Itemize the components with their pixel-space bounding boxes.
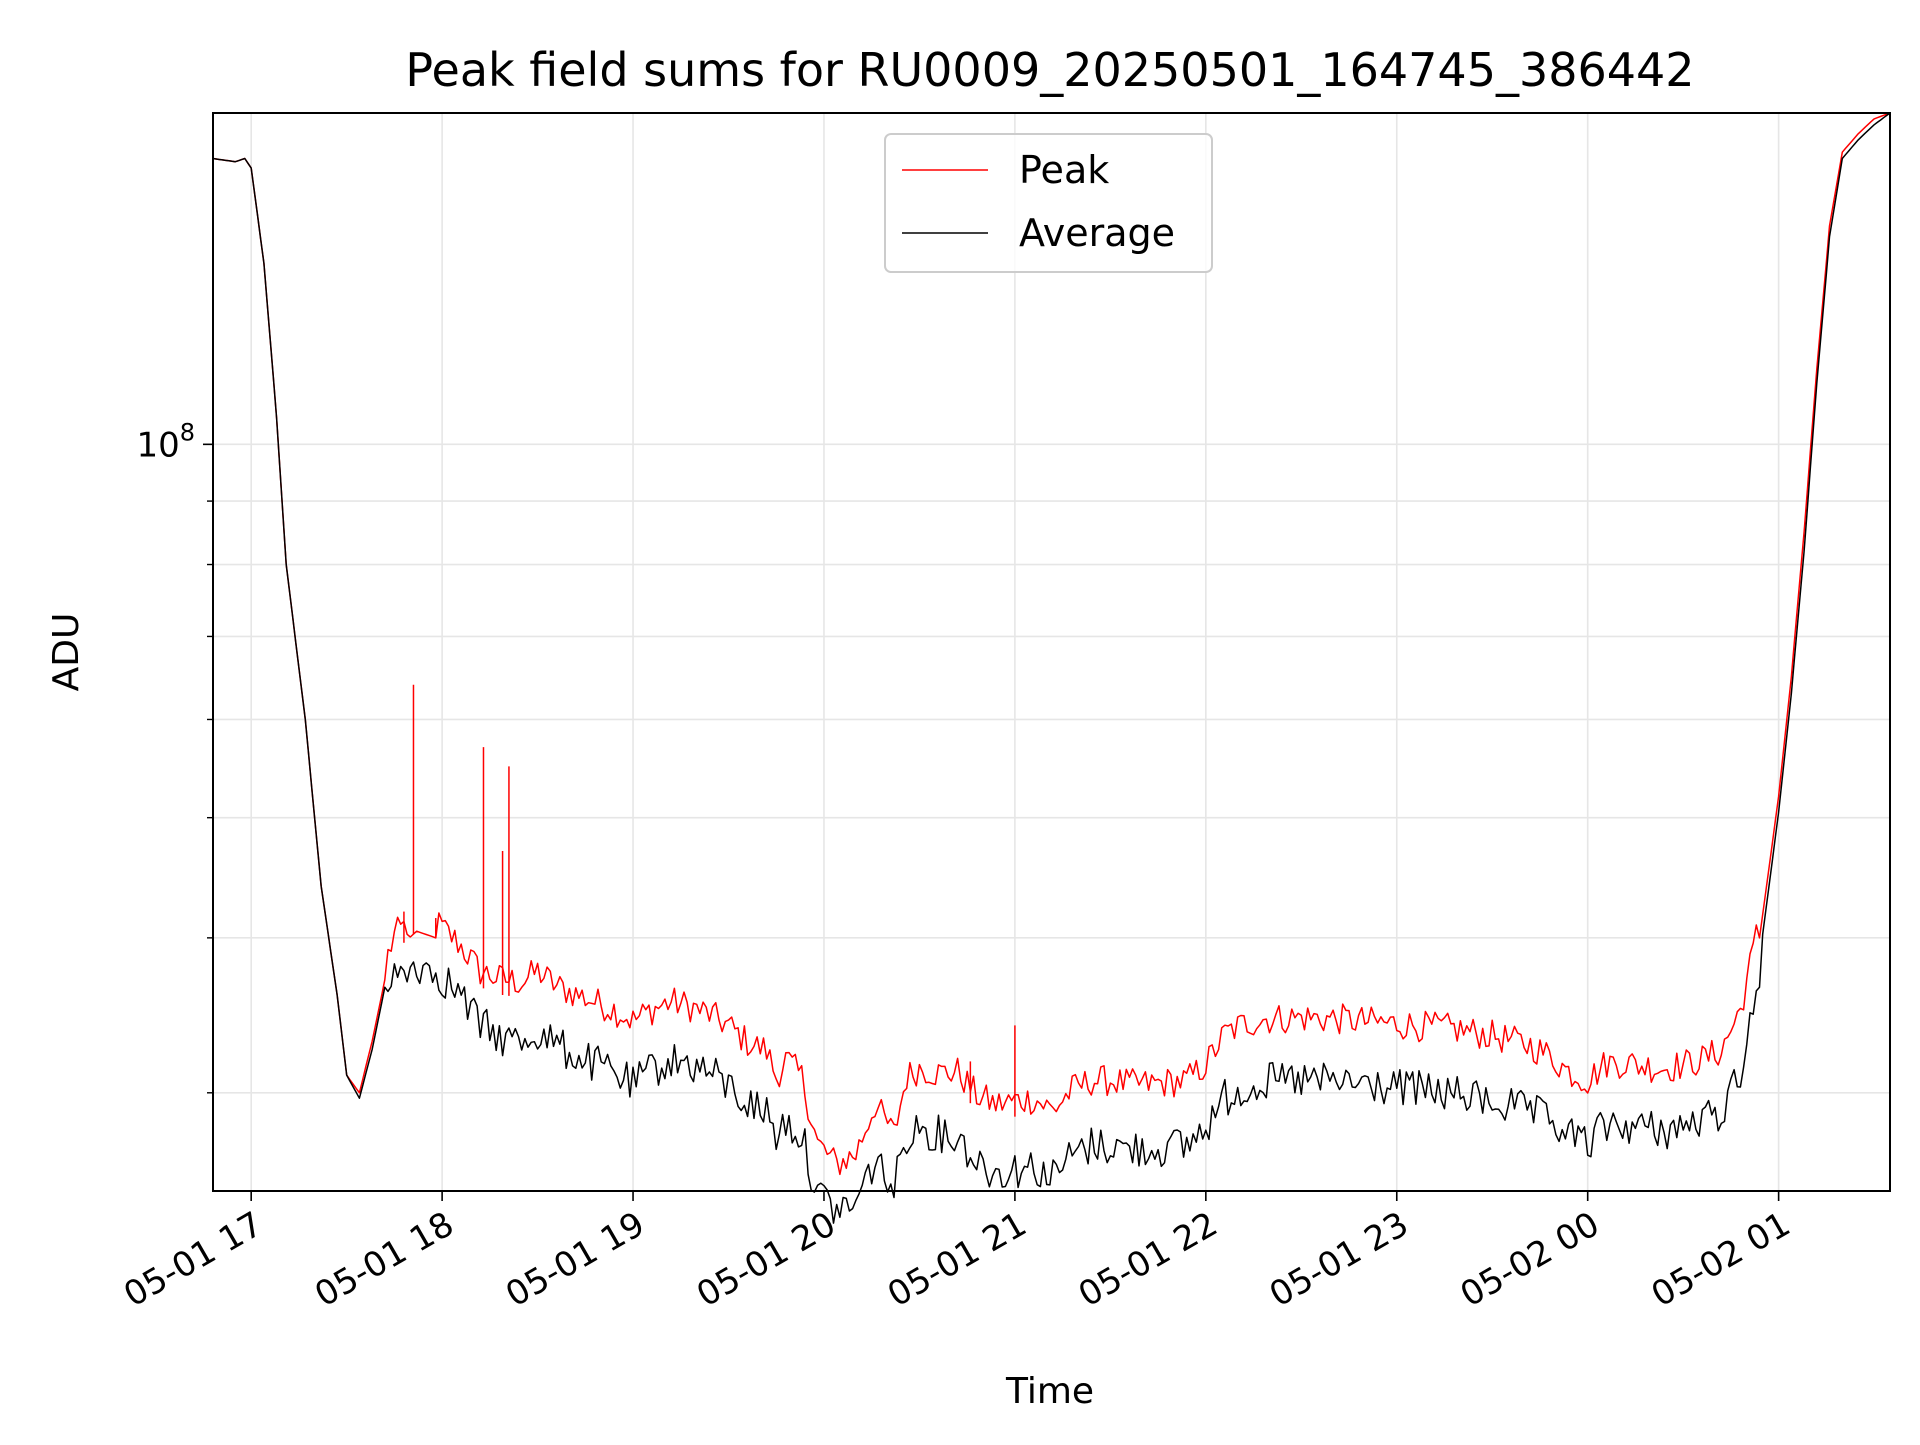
y-tick-base: 10 [136, 425, 179, 465]
series-line-average [212, 112, 1891, 1224]
legend-label-average: Average [1019, 211, 1175, 255]
y-axis: 108 [136, 418, 213, 1094]
legend-box [884, 133, 1213, 273]
legend-label-peak: Peak [1019, 148, 1109, 192]
y-axis-label: ADU [46, 613, 87, 692]
series-line-peak [212, 112, 1891, 1176]
x-axis-label: Time [1005, 1371, 1094, 1412]
chart-title: Peak field sums for RU0009_20250501_1647… [405, 43, 1694, 97]
y-tick-exponent: 8 [180, 418, 195, 446]
legend: Peak Average [884, 133, 1213, 273]
plot-frame [212, 112, 1891, 1192]
y-tick-label: 108 [136, 418, 195, 465]
series-layer [212, 112, 1891, 1224]
grid-layer [213, 113, 1890, 1191]
